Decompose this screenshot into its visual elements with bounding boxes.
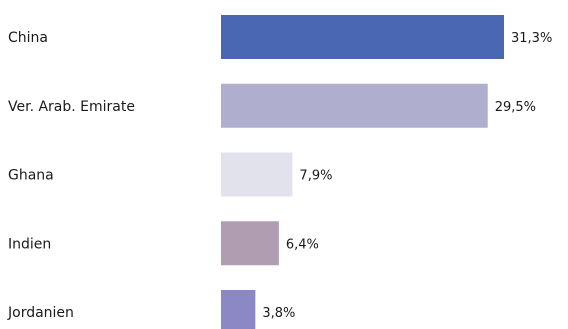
value-label: 29,5% bbox=[495, 100, 536, 115]
bar bbox=[221, 152, 293, 197]
value-label: 3,8% bbox=[262, 306, 295, 321]
bar bbox=[221, 221, 279, 266]
value-label: 7,9% bbox=[299, 169, 332, 184]
category-label: Jordanien bbox=[7, 305, 74, 321]
value-label: 31,3% bbox=[511, 31, 552, 46]
category-label: Ghana bbox=[8, 168, 54, 184]
category-label: Indien bbox=[8, 236, 51, 252]
category-label: Ver. Arab. Emirate bbox=[8, 99, 135, 115]
bar bbox=[221, 83, 488, 128]
bar bbox=[221, 15, 504, 59]
bar bbox=[221, 290, 256, 329]
bars-group: China 31,3% Ver. Arab. Emirate 29,5% Ghana 7,… bbox=[7, 15, 552, 329]
value-label: 6,4% bbox=[286, 237, 319, 252]
category-label: China bbox=[8, 30, 48, 46]
